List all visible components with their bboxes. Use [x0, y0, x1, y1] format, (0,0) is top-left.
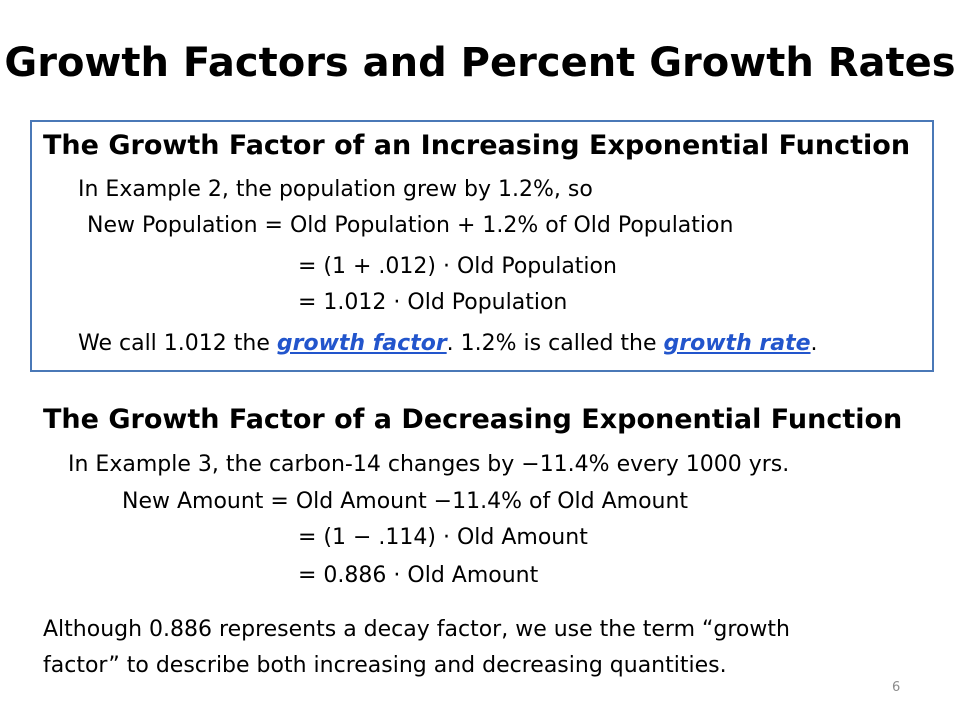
- conclusion-line-1: Although 0.886 represents a decay factor…: [43, 617, 790, 642]
- increasing-line-3: = (1 + .012) · Old Population: [298, 254, 617, 279]
- increasing-line-2: New Population = Old Population + 1.2% o…: [87, 213, 734, 238]
- decreasing-line-4: = 0.886 · Old Amount: [298, 563, 539, 588]
- growth-factor-link[interactable]: growth factor: [276, 331, 447, 356]
- growth-factor-sentence-start: We call 1.012 the: [78, 331, 277, 356]
- sentence-end-period: .: [810, 331, 818, 356]
- decreasing-line-1: In Example 3, the carbon-14 changes by −…: [68, 452, 790, 477]
- decreasing-line-2: New Amount = Old Amount −11.4% of Old Am…: [122, 489, 689, 514]
- growth-rate-link[interactable]: growth rate: [663, 331, 811, 356]
- increasing-function-box: [30, 120, 934, 372]
- increasing-line-5: We call 1.012 the growth factor. 1.2% is…: [78, 331, 818, 356]
- conclusion-line-2: factor” to describe both increasing and …: [43, 653, 727, 678]
- growth-rate-sentence-middle: . 1.2% is called the: [446, 331, 664, 356]
- increasing-heading: The Growth Factor of an Increasing Expon…: [43, 130, 911, 161]
- page-number: 6: [892, 680, 901, 695]
- increasing-line-4: = 1.012 · Old Population: [298, 290, 568, 315]
- slide-title: Growth Factors and Percent Growth Rates: [4, 40, 956, 86]
- increasing-line-1: In Example 2, the population grew by 1.2…: [78, 177, 593, 202]
- decreasing-heading: The Growth Factor of a Decreasing Expone…: [43, 404, 903, 435]
- decreasing-line-3: = (1 − .114) · Old Amount: [298, 525, 588, 550]
